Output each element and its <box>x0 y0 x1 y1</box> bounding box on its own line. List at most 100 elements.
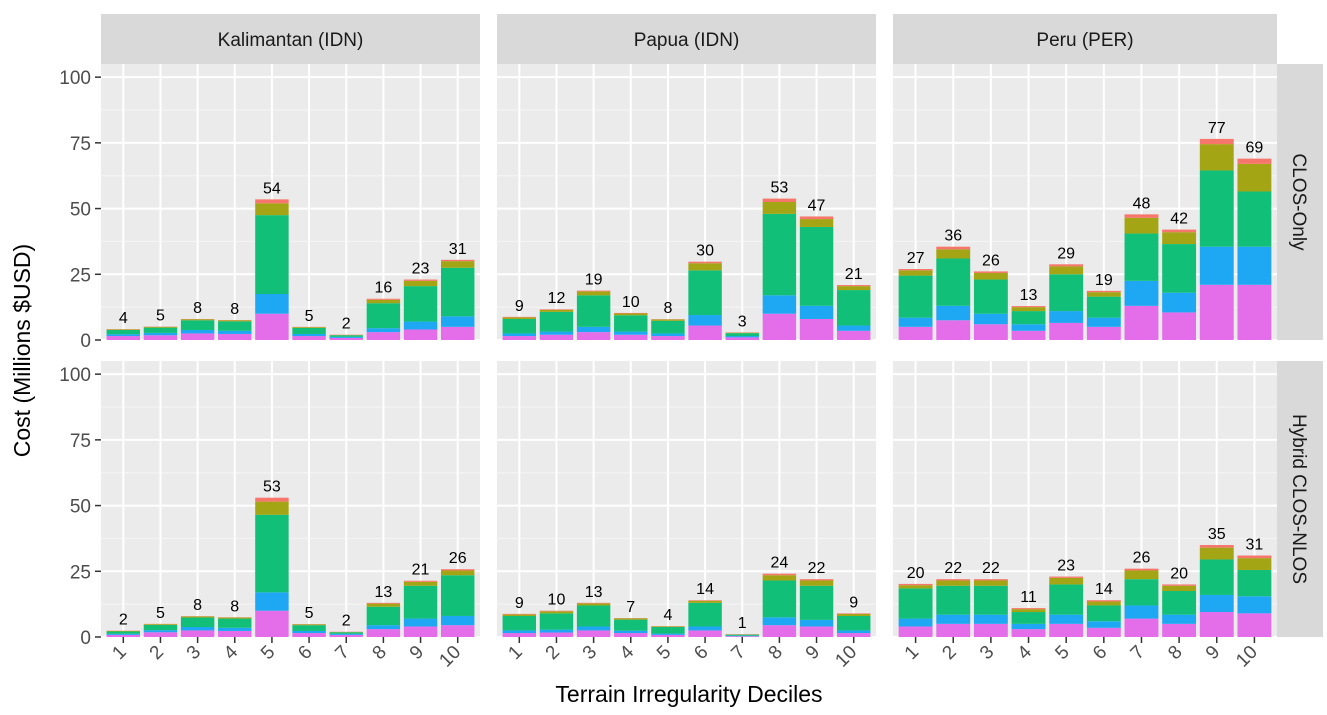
bar-segment <box>651 627 685 634</box>
bar-total-label: 14 <box>696 581 714 598</box>
bar-segment <box>1124 280 1159 306</box>
y-tick-label: 0 <box>80 628 91 649</box>
bar-segment <box>255 610 289 637</box>
bar-segment <box>292 333 326 337</box>
bar-segment <box>255 497 289 502</box>
bar-segment <box>936 305 971 321</box>
bar-segment <box>688 600 722 601</box>
bar-segment <box>502 318 537 334</box>
bar-segment <box>614 633 648 637</box>
bar-segment <box>403 321 438 330</box>
bar-segment <box>106 330 141 335</box>
bar-segment <box>106 633 141 635</box>
bar-segment <box>973 585 1008 615</box>
bar-segment <box>539 309 574 310</box>
bar-segment <box>1011 608 1046 610</box>
bar-segment <box>1124 568 1159 571</box>
bar-segment <box>329 335 363 337</box>
bar-segment <box>539 610 574 612</box>
bar-segment <box>898 269 933 271</box>
bar-segment <box>1049 577 1084 585</box>
bar-segment <box>799 619 834 627</box>
bar-segment <box>366 298 401 300</box>
bar-segment <box>576 602 611 604</box>
bar-segment <box>898 588 933 619</box>
bar-segment <box>1011 306 1046 308</box>
bar-segment <box>725 337 759 340</box>
bar-total-label: 11 <box>1020 589 1037 606</box>
bar-segment <box>502 615 537 631</box>
bar-total-label: 19 <box>585 272 603 289</box>
bar-segment <box>614 313 648 316</box>
bar-total-label: 9 <box>515 298 524 315</box>
bar-total-label: 54 <box>263 180 281 197</box>
bar-segment <box>366 328 401 333</box>
bar-segment <box>725 336 759 338</box>
column-strip <box>101 14 480 64</box>
bar-segment <box>1049 576 1084 578</box>
bar-segment <box>1011 330 1046 340</box>
bar-segment <box>576 626 611 631</box>
bar-segment <box>1086 326 1121 340</box>
bar-total-label: 13 <box>1020 287 1038 304</box>
bar-segment <box>143 632 178 637</box>
bar-segment <box>762 625 797 637</box>
bar-segment <box>1162 312 1197 340</box>
bar-segment <box>329 632 363 634</box>
bar-segment <box>403 286 438 322</box>
bar-segment <box>292 624 326 626</box>
bar-segment <box>440 570 475 576</box>
bar-segment <box>366 625 401 630</box>
bar-segment <box>1199 144 1234 171</box>
bar-segment <box>255 215 289 294</box>
bar-segment <box>366 602 401 604</box>
bar-segment <box>898 585 933 589</box>
bar-segment <box>218 320 252 322</box>
bar-segment <box>1199 138 1234 145</box>
bar-segment <box>936 579 971 581</box>
bar-segment <box>762 575 797 581</box>
bar-segment <box>576 332 611 340</box>
bar-segment <box>180 320 215 331</box>
bar-segment <box>1011 612 1046 624</box>
column-strip <box>497 14 876 64</box>
bar-segment <box>1086 621 1121 628</box>
bar-segment <box>651 319 685 321</box>
bar-segment <box>614 312 648 314</box>
y-tick-label: 100 <box>59 68 91 89</box>
bar-segment <box>688 626 722 631</box>
bar-total-label: 14 <box>1095 581 1113 598</box>
bar-segment <box>143 332 178 336</box>
bar-total-label: 13 <box>585 584 603 601</box>
y-tick-label: 100 <box>59 365 91 386</box>
bar-total-label: 21 <box>412 562 430 579</box>
bar-total-label: 47 <box>808 197 826 214</box>
bar-total-label: 53 <box>770 180 788 197</box>
bar-total-label: 1 <box>738 615 747 632</box>
bar-segment <box>1086 296 1121 318</box>
bar-total-label: 2 <box>119 612 128 629</box>
bar-segment <box>973 580 1008 586</box>
bar-segment <box>1237 569 1272 597</box>
bar-total-label: 10 <box>622 294 640 311</box>
bar-segment <box>799 626 834 637</box>
bar-segment <box>936 249 971 259</box>
bar-segment <box>1199 559 1234 595</box>
bar-segment <box>762 573 797 576</box>
bar-total-label: 53 <box>263 479 281 496</box>
bar-segment <box>502 317 537 319</box>
bar-segment <box>651 320 685 334</box>
bar-segment <box>799 216 834 220</box>
bar-total-label: 3 <box>738 313 747 330</box>
y-tick-label: 50 <box>70 200 91 221</box>
bar-segment <box>1011 629 1046 637</box>
bar-segment <box>1049 322 1084 340</box>
row-strip <box>1277 361 1323 637</box>
bar-total-label: 23 <box>412 261 430 278</box>
bar-segment <box>762 213 797 296</box>
bar-segment <box>539 613 574 630</box>
bar-segment <box>688 630 722 637</box>
panel: 9 12 19 10 8 30 3 53 47 21 <box>497 64 876 341</box>
bar-segment <box>936 246 971 250</box>
bar-segment <box>1011 609 1046 613</box>
